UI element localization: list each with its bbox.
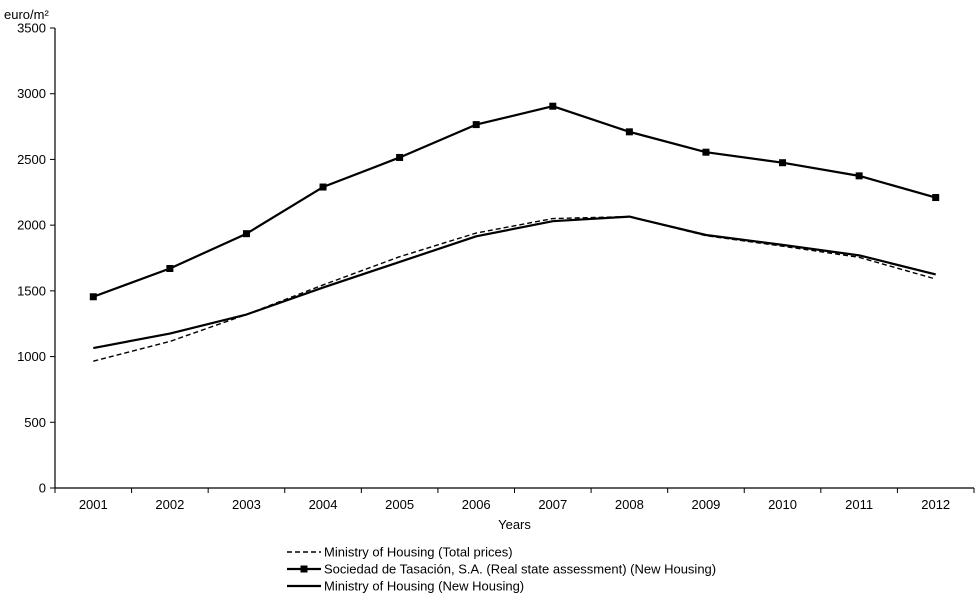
data-point: [472, 121, 480, 129]
x-tick-label: 2003: [232, 497, 261, 512]
x-tick-label: 2006: [462, 497, 491, 512]
x-tick-label: 2002: [155, 497, 184, 512]
series-line: [93, 215, 936, 362]
y-tick-label: 3500: [17, 21, 46, 36]
axes: 0 500 1000 1500 2000 2500 3000 3500 2001 2002 2003…: [4, 7, 975, 532]
legend-item-1: Ministry of Housing (Total prices): [287, 545, 513, 560]
legend-item-2: Sociedad de Tasación, S.A. (Real state a…: [287, 562, 716, 577]
data-point: [166, 265, 174, 273]
x-tick-label: 2009: [691, 497, 720, 512]
x-tick-label: 2008: [615, 497, 644, 512]
series-3: [93, 215, 936, 350]
y-tick-label: 500: [24, 415, 46, 430]
data-point: [549, 102, 557, 110]
series-layer: [89, 102, 940, 362]
data-point: [855, 172, 863, 180]
data-point: [242, 230, 250, 238]
y-tick-label: 0: [39, 481, 46, 496]
y-tick-label: 2000: [17, 218, 46, 233]
data-point: [932, 194, 940, 202]
y-axis-title: euro/m²: [4, 7, 49, 22]
data-point: [319, 183, 327, 191]
x-tick-label: 2010: [768, 497, 797, 512]
series-line: [92, 105, 937, 298]
legend: Ministry of Housing (Total prices) Socied…: [287, 545, 716, 594]
legend-label: Ministry of Housing (New Housing): [324, 579, 524, 594]
series-2: [89, 102, 940, 301]
data-point: [702, 148, 710, 156]
data-point: [779, 159, 787, 167]
y-tick-label: 1500: [17, 283, 46, 298]
y-tick-label: 1000: [17, 349, 46, 364]
series-1: [93, 215, 936, 362]
x-tick-label: 2005: [385, 497, 414, 512]
x-tick-label: 2007: [538, 497, 567, 512]
legend-label: Ministry of Housing (Total prices): [324, 545, 513, 560]
legend-item-3: Ministry of Housing (New Housing): [287, 579, 524, 594]
data-point: [396, 153, 404, 161]
data-point: [625, 128, 633, 136]
x-tick-label: 2004: [309, 497, 338, 512]
x-tick-label: 2001: [79, 497, 108, 512]
data-point: [89, 293, 97, 301]
y-tick-label: 2500: [17, 152, 46, 167]
series-line: [93, 215, 936, 350]
x-axis-title: Years: [498, 517, 531, 532]
x-tick-label: 2011: [845, 497, 873, 512]
legend-label: Sociedad de Tasación, S.A. (Real state a…: [324, 562, 716, 577]
y-tick-label: 3000: [17, 86, 46, 101]
legend-marker: [300, 565, 308, 573]
x-tick-label: 2012: [921, 497, 950, 512]
